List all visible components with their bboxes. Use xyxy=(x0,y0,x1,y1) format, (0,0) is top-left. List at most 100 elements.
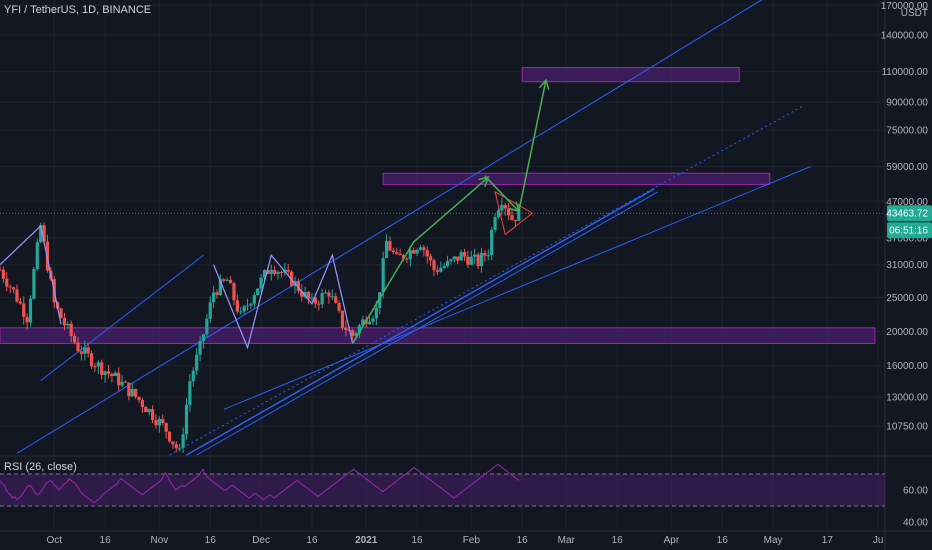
time-tick-label: Ju xyxy=(873,535,884,546)
candle-body xyxy=(330,296,334,298)
channel-line-lower-left xyxy=(40,254,204,381)
candle-body xyxy=(337,302,341,311)
candle-body xyxy=(157,418,161,426)
candle-body xyxy=(405,258,409,260)
candle-body xyxy=(279,272,284,274)
candle-body xyxy=(351,330,355,336)
candle-body xyxy=(296,281,300,292)
candle-body xyxy=(510,215,514,220)
price-tick-label: 37000.00 xyxy=(886,233,928,244)
candle-body xyxy=(11,287,16,290)
time-tick-label: 16 xyxy=(205,535,217,546)
candle-body xyxy=(476,254,480,267)
channel-support-main xyxy=(186,188,655,456)
candle-body xyxy=(72,335,77,343)
candle-body xyxy=(388,240,392,251)
last-price-label: 43463.72 xyxy=(886,209,928,220)
candle-body xyxy=(120,381,124,386)
candle-body xyxy=(259,277,263,289)
candle-body xyxy=(371,318,375,322)
candle-body xyxy=(35,242,39,270)
candle-body xyxy=(28,298,33,323)
candle-body xyxy=(266,270,270,274)
candle-body xyxy=(490,229,494,256)
symbol-legend: YFI / TetherUS, 1D, BINANCE xyxy=(4,4,152,16)
candle-body xyxy=(456,256,460,261)
resistance-zone xyxy=(0,327,876,344)
candle-body xyxy=(391,250,395,253)
candle-body xyxy=(86,347,90,354)
candle-body xyxy=(381,258,385,293)
price-tick-label: 16000.00 xyxy=(886,361,928,372)
last-price-tag xyxy=(887,205,932,222)
price-tick-label: 47000.00 xyxy=(886,197,928,208)
candle-body xyxy=(89,353,94,367)
projection-arrow-1-head xyxy=(478,176,490,187)
rsi-tick-label: 40.00 xyxy=(903,518,928,529)
candle-body xyxy=(178,447,182,449)
channel-line-right xyxy=(223,166,811,410)
candle-body xyxy=(59,308,63,319)
candle-body xyxy=(276,272,280,274)
candle-body xyxy=(150,409,155,421)
candle-body xyxy=(239,311,243,313)
candle-body xyxy=(83,347,87,354)
time-tick-label: Feb xyxy=(463,535,481,546)
price-tick-label: 59000.00 xyxy=(886,162,928,173)
candle-body xyxy=(201,334,206,342)
candle-body xyxy=(140,400,145,407)
candle-body xyxy=(235,300,239,312)
candle-body xyxy=(242,306,246,312)
candle-body xyxy=(164,423,168,432)
candle-body xyxy=(422,247,426,251)
candle-body xyxy=(232,283,236,301)
countdown-tag xyxy=(887,222,932,239)
price-tick-label: 90000.00 xyxy=(886,98,928,109)
channel-line-upper xyxy=(16,0,763,454)
price-tick-label: 31000.00 xyxy=(886,260,928,271)
candle-body xyxy=(198,341,202,355)
candle-body xyxy=(496,210,501,218)
candle-body xyxy=(212,292,216,303)
candle-body xyxy=(184,404,189,435)
candle-body xyxy=(367,321,372,325)
price-tick-label: 75000.00 xyxy=(886,126,928,137)
candle-body xyxy=(320,293,324,305)
candle-body xyxy=(493,217,497,230)
time-tick-label: Apr xyxy=(664,535,680,546)
candle-body xyxy=(167,431,172,442)
candle-body xyxy=(228,279,233,284)
candle-body xyxy=(500,205,504,211)
candle-body xyxy=(374,307,378,319)
candle-body xyxy=(252,295,256,304)
time-tick-label: Oct xyxy=(46,535,62,546)
candle-body xyxy=(344,327,348,331)
time-tick-label: Mar xyxy=(558,535,576,546)
currency-label: USDT xyxy=(901,8,928,19)
candle-body xyxy=(110,373,114,377)
candle-body xyxy=(459,252,463,261)
candle-body xyxy=(449,259,453,261)
time-tick-label: 17 xyxy=(822,535,834,546)
candle-body xyxy=(1,269,5,279)
rsi-legend: RSI (26, close) xyxy=(4,461,77,473)
candle-body xyxy=(300,291,304,297)
time-tick-label: 2021 xyxy=(355,535,378,546)
time-tick-label: 16 xyxy=(306,535,318,546)
candle-body xyxy=(310,297,314,299)
candle-body xyxy=(215,292,219,296)
candle-body xyxy=(262,270,267,278)
candle-body xyxy=(222,279,226,281)
candle-body xyxy=(25,316,29,323)
candle-body xyxy=(100,362,104,375)
rsi-tick-label: 60.00 xyxy=(903,486,928,497)
candle-body xyxy=(313,297,317,304)
candle-body xyxy=(154,420,158,426)
candle-body xyxy=(306,291,311,299)
candle-body xyxy=(195,354,199,371)
candle-body xyxy=(466,256,470,265)
candle-body xyxy=(249,303,253,306)
